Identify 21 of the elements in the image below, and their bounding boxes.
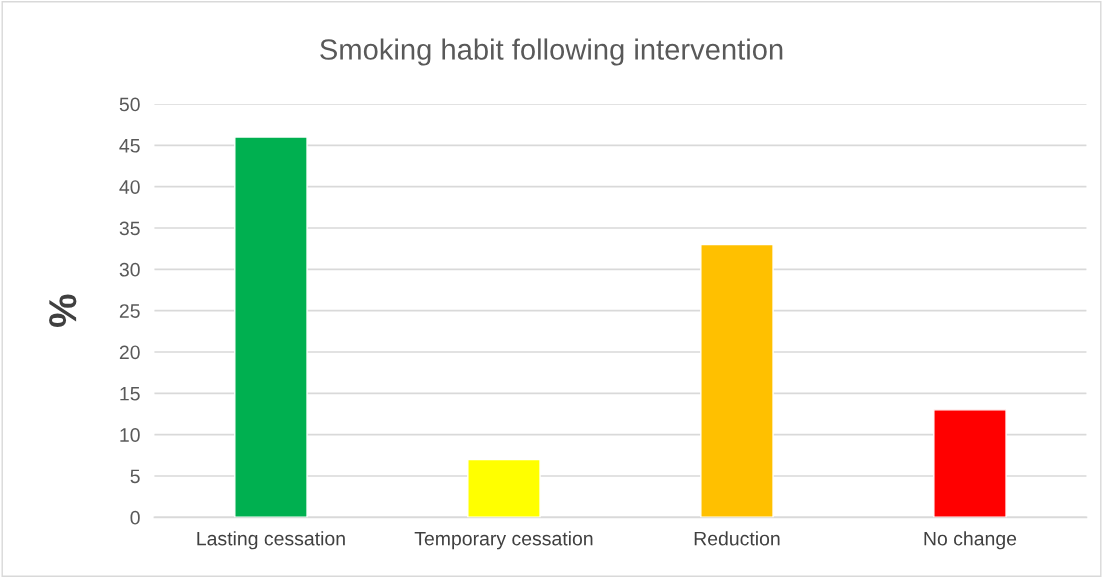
y-tick-label: 20 [119,345,140,360]
x-tick-label: Lasting cessation [197,531,345,550]
y-tick-label: 30 [119,262,140,277]
bar [700,243,774,518]
y-tick-label: 35 [119,221,140,236]
y-tick-label: 0 [130,510,140,525]
y-tick-label: 25 [119,304,140,318]
y-tick-label: 50 [119,97,140,112]
bar [933,409,1007,518]
bar [467,458,541,518]
y-tick-label: 45 [119,139,140,153]
x-tick-label: Reduction [694,531,780,546]
chart-title: Smoking habit following intervention [320,38,783,66]
x-tick-label: Temporary cessation [414,531,593,550]
y-tick-label: 40 [119,180,140,194]
x-tick-label: No change [924,531,1017,550]
bar [234,136,308,518]
y-tick-label: 10 [120,428,140,442]
y-tick-label: 5 [130,469,140,484]
y-tick-label: 15 [120,387,140,401]
y-axis-title: % [49,294,77,327]
